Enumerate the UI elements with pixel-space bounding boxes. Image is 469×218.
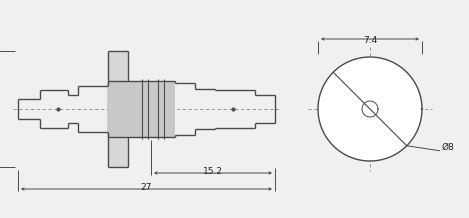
Text: 7.4: 7.4 <box>363 36 377 45</box>
Circle shape <box>318 57 422 161</box>
Text: Ø8: Ø8 <box>442 143 455 152</box>
Text: 15.2: 15.2 <box>203 167 223 176</box>
Bar <box>108 81 175 137</box>
Bar <box>108 51 128 167</box>
Text: 27: 27 <box>141 183 152 192</box>
